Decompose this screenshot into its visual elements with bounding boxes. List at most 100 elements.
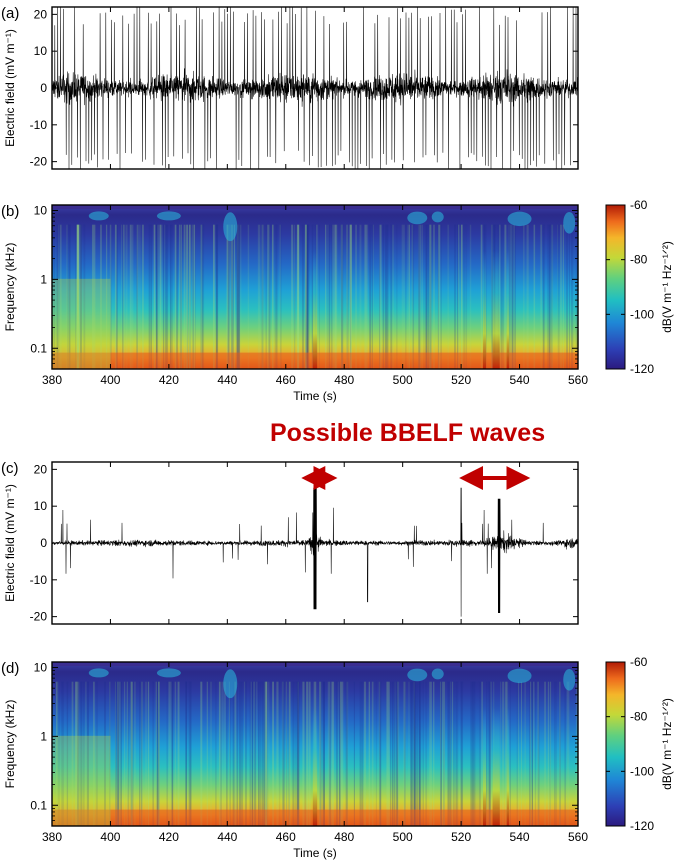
spectrogram-striation [109, 224, 112, 369]
spectrogram-striation [94, 224, 96, 369]
spectrogram-striation [155, 681, 157, 826]
spectrogram-striation [371, 224, 374, 369]
spectrogram-striation [217, 224, 219, 369]
spectrogram-striation [67, 224, 69, 369]
spectrogram-striation [215, 224, 218, 369]
spectrogram-striation [156, 681, 159, 826]
spectrogram-striation [236, 681, 239, 826]
spectrogram-striation [61, 681, 63, 826]
spectrogram-striation [227, 224, 229, 369]
spectrogram-striation [125, 224, 128, 369]
spectrogram-striation [371, 681, 374, 826]
spectrogram-striation [504, 224, 507, 369]
spectrogram-striation [551, 224, 554, 369]
spectrogram-striation [339, 681, 341, 826]
spectrogram-striation [188, 681, 191, 826]
spectrogram-striation [136, 224, 139, 369]
spectrogram-striation [308, 681, 311, 826]
spectrogram-striation [425, 681, 428, 826]
spectrogram-striation [79, 681, 81, 826]
spectrogram-striation [304, 224, 306, 369]
y-tick-label: 1 [40, 729, 47, 743]
spectrogram-striation [266, 681, 269, 826]
annotation-title: Possible BBELF waves [270, 419, 545, 447]
spectrogram-striation [77, 681, 80, 826]
spectrogram-striation [505, 681, 508, 826]
panel-label-2: (c) [1, 460, 19, 477]
spectrogram-striation [219, 681, 222, 826]
spectrogram-striation [516, 681, 518, 826]
spectrogram-striation [301, 224, 305, 369]
spectrogram-striation [477, 681, 479, 826]
spectrogram-striation [76, 681, 78, 826]
spectrogram-striation [513, 224, 515, 369]
colorbar-tick-label: -120 [630, 819, 654, 833]
spectrogram-striation [559, 681, 561, 826]
spectrogram-striation [447, 681, 450, 826]
spectrogram-striation [332, 681, 334, 826]
spectrogram-striation [429, 224, 431, 369]
spectrogram-striation [472, 681, 474, 826]
spectrogram-striation [117, 681, 120, 826]
spectrogram-striation [391, 681, 394, 826]
spectrogram-striation [57, 224, 59, 369]
spectrogram-striation [564, 681, 566, 826]
spectrogram-striation [394, 681, 396, 826]
spectrogram-striation [417, 224, 420, 369]
spectrogram-striation [410, 681, 413, 826]
spectrogram-striation [319, 681, 321, 826]
colorbar-tick-label: -80 [630, 253, 648, 267]
spectrogram-striation [114, 681, 116, 826]
colorbar-1 [605, 204, 626, 370]
spectrogram-striation [384, 224, 387, 369]
spectrogram-striation [346, 224, 349, 369]
spectrogram-striation [502, 224, 504, 369]
spectrogram-striation [237, 224, 239, 369]
spectrogram-striation [294, 681, 297, 826]
spectrogram-striation [332, 224, 335, 369]
spectrogram-striation [105, 224, 108, 369]
spectrogram-striation [231, 224, 233, 369]
spectrogram-striation [337, 681, 339, 826]
spectrogram-striation [117, 681, 119, 826]
x-tick-label: 440 [217, 373, 237, 387]
broadband-burst-0 [312, 250, 318, 369]
spectrogram-striation [408, 224, 410, 369]
spectrogram-striation [341, 681, 343, 826]
spectrogram-striation [298, 681, 300, 826]
plot-frame-3 [51, 661, 579, 827]
y-tick-label: 10 [34, 44, 48, 58]
spectrogram-striation [218, 681, 221, 826]
spectrogram-striation [328, 681, 332, 826]
x-tick-label: 400 [100, 830, 120, 844]
spectrogram-striation [455, 681, 458, 826]
y-tick-label: 20 [34, 462, 48, 476]
spectrogram-striation [191, 224, 194, 369]
spectrogram-striation [152, 681, 154, 826]
x-tick-label: 480 [334, 830, 354, 844]
spectrogram-striation [126, 681, 129, 826]
spectrogram-striation [349, 224, 352, 369]
spectrogram-striation [130, 681, 132, 826]
spectrogram-striation [234, 681, 237, 826]
spectrogram-striation [321, 681, 324, 826]
spectrogram-striation [216, 224, 218, 369]
spectrogram-striation [210, 681, 212, 826]
spectrogram-striation [85, 681, 87, 826]
spectrogram-striation [390, 224, 393, 369]
spectrogram-striation [241, 681, 244, 826]
spectrogram-striation [429, 681, 432, 826]
spectrogram-striation [189, 681, 192, 826]
spectrogram-striation [272, 224, 274, 369]
spectrogram-striation [215, 224, 217, 369]
spectrogram-striation [414, 681, 417, 826]
spectrogram-striation [456, 681, 459, 826]
spectrogram-striation [396, 681, 398, 826]
spectrogram-striation [533, 224, 536, 369]
spectrogram-striation [433, 224, 435, 369]
spectrogram-striation [509, 681, 511, 826]
y-axis-label-2: Electric field (mV m⁻¹) [3, 484, 17, 602]
spectrogram-striation [438, 224, 441, 369]
spectrogram-striation [166, 224, 169, 369]
spectrogram-striation [232, 681, 234, 826]
